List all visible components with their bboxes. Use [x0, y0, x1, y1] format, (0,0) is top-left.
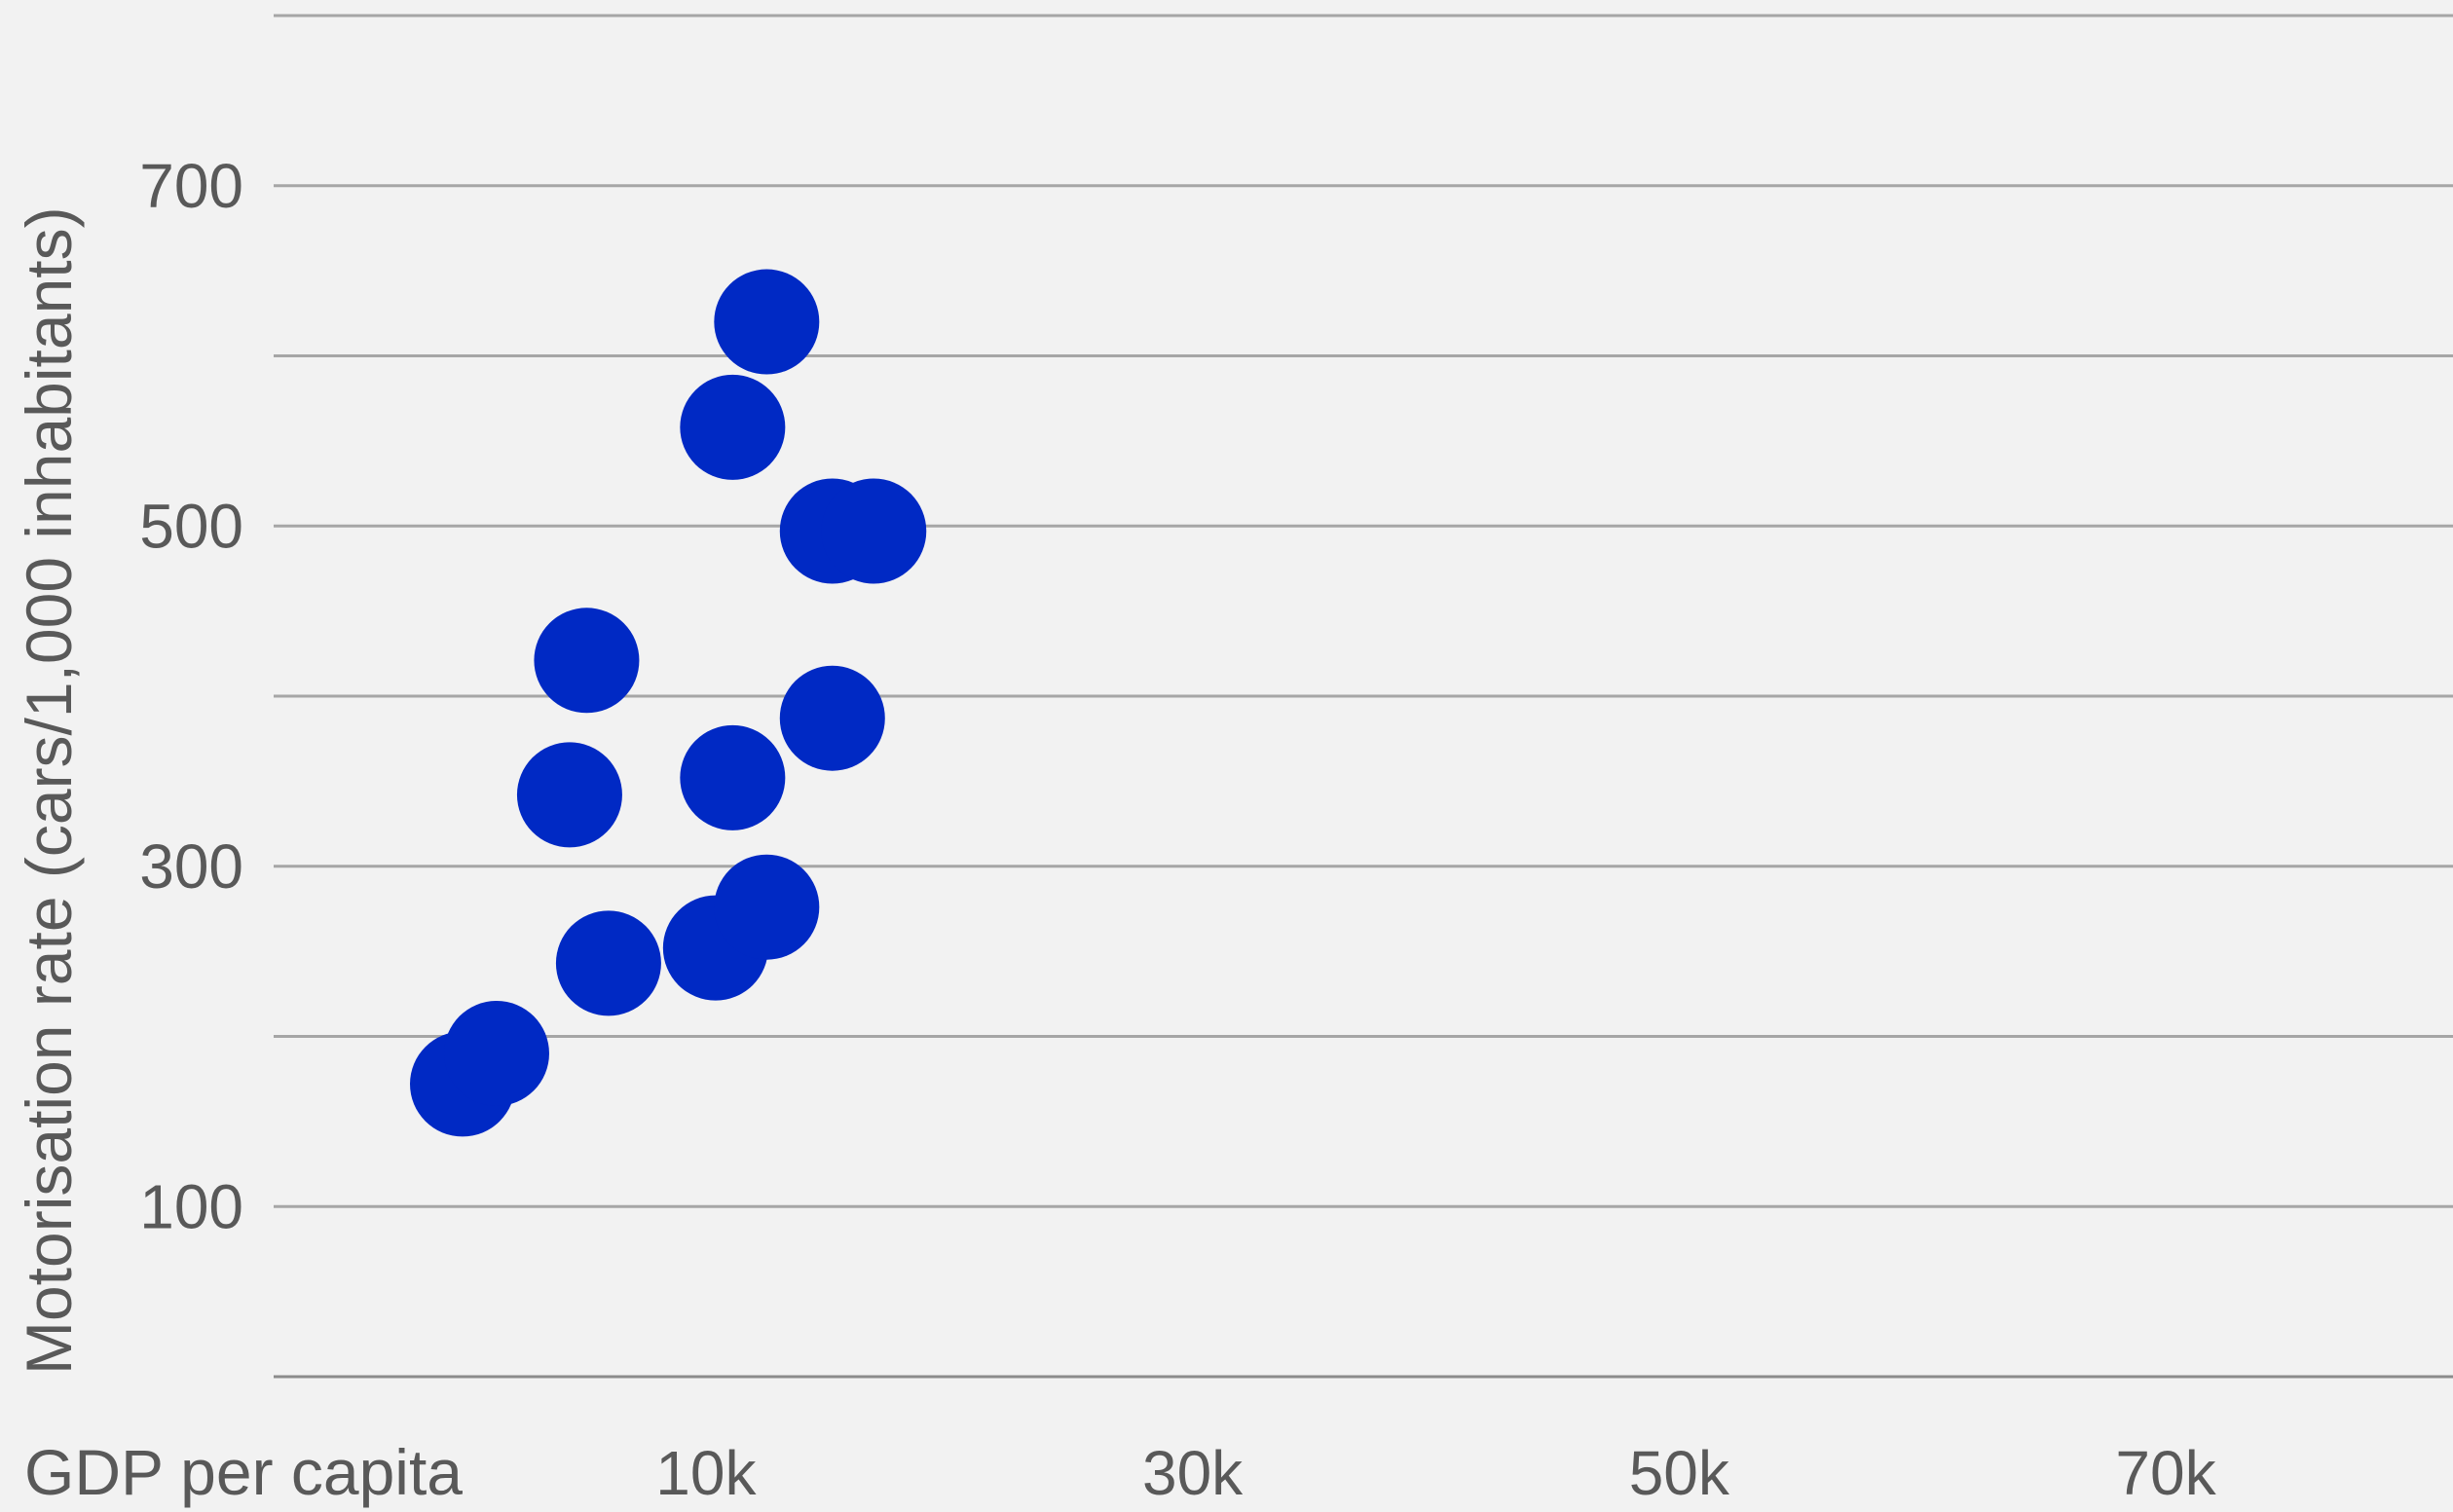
y-tick-label: 100	[139, 1171, 243, 1241]
x-tick-label: 50k	[1629, 1438, 1730, 1508]
x-tick-label: 30k	[1142, 1438, 1244, 1508]
scatter-point	[779, 665, 885, 771]
data-points	[410, 269, 927, 1137]
x-axis-ticks: 10k30k50k70k90k	[655, 1438, 2216, 1508]
x-tick-label: 70k	[2115, 1438, 2216, 1508]
scatter-point	[534, 608, 640, 714]
y-axis-label: Motorisation rate (cars/1,000 inhabitant…	[13, 206, 85, 1375]
x-tick-label: 10k	[655, 1438, 757, 1508]
y-axis-ticks: 100 300 500 700	[139, 151, 243, 1242]
scatter-point	[680, 724, 786, 830]
scatter-point	[714, 269, 820, 375]
y-tick-label: 300	[139, 831, 243, 902]
scatter-point	[555, 910, 661, 1016]
scatter-point	[680, 374, 786, 480]
x-axis-label: GDP per capita	[24, 1436, 463, 1508]
scatter-point	[714, 854, 820, 960]
scatter-point	[516, 742, 622, 848]
scatter-point	[443, 1000, 549, 1106]
y-tick-label: 700	[139, 151, 243, 221]
y-tick-label: 500	[139, 491, 243, 561]
scatter-point	[821, 478, 927, 584]
gridlines	[274, 14, 2453, 1379]
